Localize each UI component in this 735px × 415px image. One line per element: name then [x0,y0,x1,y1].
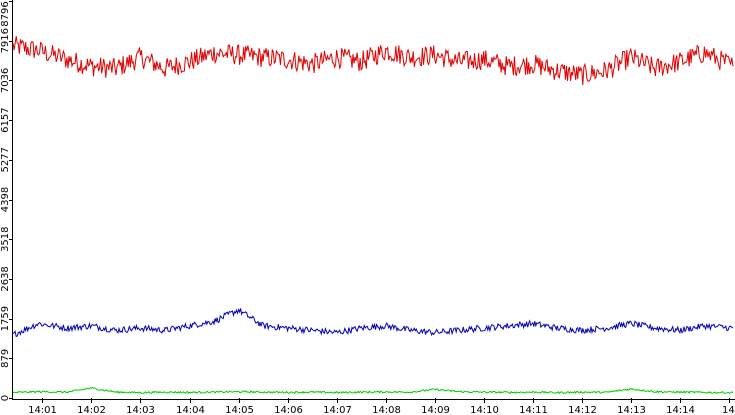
x-tick-label: 14:04 [176,405,205,415]
series-line-2 [12,307,734,338]
y-tick-label: 8796 [0,1,11,26]
y-tick-label: 0 [0,395,11,401]
y-tick-label: 7916 [0,28,11,53]
x-tick-label: 14:03 [126,405,155,415]
y-tick-label: 5277 [0,147,11,172]
x-tick-label: 14:01 [28,405,57,415]
y-tick-label: 1759 [0,306,11,331]
y-axis-ticks: 0 879 1759 2638 3518 4398 5277 6157 7036 7916 8796 [0,1,13,401]
series-line-1 [12,36,734,86]
y-tick-label: 4398 [0,187,11,212]
series-line-3 [12,386,734,395]
x-tick-label: 14:07 [323,405,352,415]
y-tick-label: 6157 [0,107,11,132]
x-tick-label: 14:13 [617,405,646,415]
y-tick-label: 879 [0,349,11,368]
y-tick-label: 2638 [0,266,11,291]
x-tick-label: 14:06 [274,405,303,415]
x-tick-label: 14:11 [519,405,548,415]
x-tick-label: 14:12 [568,405,597,415]
y-tick-label: 3518 [0,226,11,251]
x-tick-label: 14:02 [77,405,106,415]
x-tick-label: 14:10 [470,405,499,415]
x-tick-label: 14:14 [666,405,695,415]
x-tick-label: 14 [722,405,735,415]
x-tick-label: 14:09 [421,405,450,415]
series-layer [12,36,734,395]
x-tick-label: 14:08 [372,405,401,415]
x-axis-ticks: 14:01 14:02 14:03 14:04 14:05 14:06 14:07 14:08… [28,398,735,415]
y-tick-label: 7036 [0,68,11,93]
x-tick-label: 14:05 [225,405,254,415]
